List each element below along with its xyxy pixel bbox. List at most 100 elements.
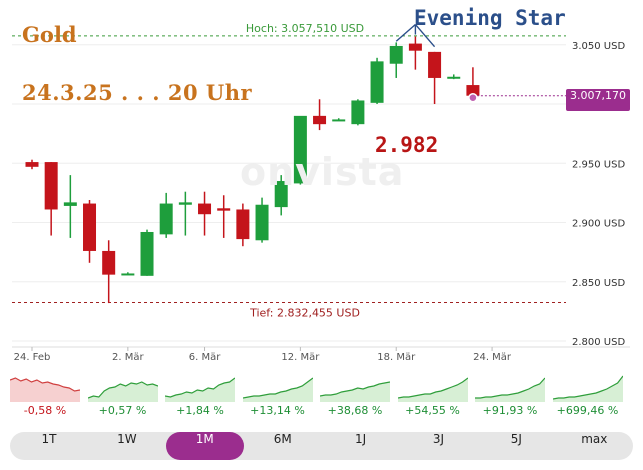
candle-body bbox=[408, 43, 422, 51]
tab-5j[interactable]: 5J bbox=[510, 432, 522, 446]
candle bbox=[313, 99, 327, 131]
pattern-annotation: Evening Star bbox=[414, 6, 566, 30]
candle bbox=[140, 229, 154, 276]
x-tick-label: 24. Feb bbox=[14, 352, 51, 363]
performance-6m[interactable]: +13,14 % bbox=[242, 370, 313, 420]
performance-change: +13,14 % bbox=[250, 404, 305, 417]
timeframe-tabs: 1T 1W 1M 6M 1J 3J 5J max bbox=[10, 432, 633, 460]
sparkline-line bbox=[397, 377, 468, 399]
candle bbox=[351, 99, 365, 126]
candle-body bbox=[351, 100, 365, 125]
tab-1j[interactable]: 1J bbox=[355, 432, 367, 446]
candle bbox=[159, 192, 173, 238]
x-tick-label: 2. Mär bbox=[112, 352, 144, 363]
sparkline-line bbox=[475, 377, 545, 399]
candle bbox=[121, 272, 135, 276]
candle-body bbox=[389, 45, 403, 64]
performance-1t[interactable]: -0,58 % bbox=[10, 370, 80, 420]
candle bbox=[332, 118, 346, 122]
performance-1j[interactable]: +38,68 % bbox=[320, 370, 390, 420]
tab-max[interactable]: max bbox=[581, 432, 608, 446]
performance-5j[interactable]: +91,93 % bbox=[475, 370, 545, 420]
tab-1m[interactable]: 1M bbox=[165, 432, 244, 460]
sparkline bbox=[10, 377, 80, 402]
candle-body bbox=[121, 273, 135, 276]
performance-max[interactable]: +699,46 % bbox=[552, 370, 623, 420]
grid-lines bbox=[12, 44, 566, 342]
candle-body bbox=[63, 202, 77, 206]
sparkline-area bbox=[320, 382, 390, 402]
performance-change: +91,93 % bbox=[482, 404, 538, 417]
annotation-marks bbox=[395, 23, 566, 103]
sparkline-line bbox=[87, 381, 158, 399]
sparkline bbox=[552, 375, 623, 402]
y-tick-label: 2.800 USD bbox=[572, 337, 625, 348]
candle-body bbox=[198, 203, 212, 215]
price-annotation: 2.982 bbox=[375, 133, 439, 157]
candle-body bbox=[255, 204, 269, 241]
x-tick-label: 6. Mär bbox=[189, 352, 221, 363]
performance-change: +54,55 % bbox=[405, 404, 460, 417]
candle-body bbox=[332, 119, 346, 122]
x-tick-label: 24. Mär bbox=[473, 352, 512, 363]
x-tick-label: 18. Mär bbox=[377, 352, 416, 363]
candle bbox=[428, 51, 442, 105]
sparkline bbox=[242, 377, 313, 402]
sparkline bbox=[87, 381, 158, 402]
performance-change: +0,57 % bbox=[98, 404, 147, 417]
performance-1w[interactable]: +0,57 % bbox=[87, 370, 158, 420]
candle-body bbox=[159, 203, 173, 235]
watermark: onvista bbox=[240, 150, 405, 194]
current-price-badge: 3.007,170 bbox=[566, 89, 630, 111]
candle-body bbox=[447, 76, 461, 79]
candle bbox=[198, 191, 212, 236]
sparkline-line bbox=[320, 381, 390, 397]
candle-body bbox=[83, 203, 97, 251]
candle bbox=[370, 57, 384, 105]
candle-body bbox=[466, 85, 480, 96]
last-price-dot bbox=[468, 92, 478, 103]
tab-1t[interactable]: 1T bbox=[41, 432, 57, 446]
low-label: Tief: 2.832,455 USD bbox=[249, 307, 360, 320]
performance-change: +38,68 % bbox=[327, 404, 383, 417]
sparkline-line bbox=[165, 377, 235, 398]
tab-3j[interactable]: 3J bbox=[432, 432, 445, 446]
candle-body bbox=[370, 61, 384, 103]
candle-body bbox=[44, 162, 58, 210]
candle bbox=[389, 42, 403, 78]
sparkline-area bbox=[10, 378, 80, 402]
candle-body bbox=[102, 250, 116, 275]
axes: 2.800 USD 2.850 USD 2.900 USD 2.950 USD 3.00… bbox=[12, 41, 630, 363]
candle-body bbox=[25, 162, 39, 167]
candle bbox=[83, 199, 97, 263]
candle bbox=[178, 191, 192, 236]
candle-body bbox=[428, 51, 442, 78]
candle-body bbox=[313, 115, 327, 125]
sparkline-area bbox=[87, 382, 158, 402]
candle-body bbox=[217, 208, 231, 211]
x-tick-label: 12. Mär bbox=[281, 352, 320, 363]
performance-change: +699,46 % bbox=[556, 404, 619, 417]
reference-lines: Hoch: 3.057,510 USD Tief: 2.832,455 USD bbox=[12, 22, 566, 320]
performance-change: +1,84 % bbox=[176, 404, 224, 417]
y-tick-label: 3.050 USD bbox=[572, 41, 625, 52]
candle bbox=[236, 203, 250, 247]
y-tick-label: 2.900 USD bbox=[572, 219, 625, 230]
tab-1w[interactable]: 1W bbox=[117, 432, 137, 446]
candle bbox=[63, 175, 77, 238]
candle bbox=[255, 197, 269, 243]
candle bbox=[217, 195, 231, 238]
candle bbox=[102, 240, 116, 304]
candle bbox=[466, 67, 480, 96]
tab-6m[interactable]: 6M bbox=[273, 432, 292, 446]
y-tick-label: 2.950 USD bbox=[572, 159, 625, 170]
sparkline bbox=[397, 377, 468, 402]
sparkline-line bbox=[552, 375, 623, 400]
performance-3j[interactable]: +54,55 % bbox=[397, 370, 468, 420]
sparkline-area bbox=[552, 376, 623, 402]
sparkline-area bbox=[475, 378, 545, 402]
candle-body bbox=[274, 181, 288, 208]
y-tick-label: 2.850 USD bbox=[572, 278, 625, 289]
performance-1m[interactable]: +1,84 % bbox=[165, 370, 235, 420]
sparkline-area bbox=[242, 378, 313, 402]
